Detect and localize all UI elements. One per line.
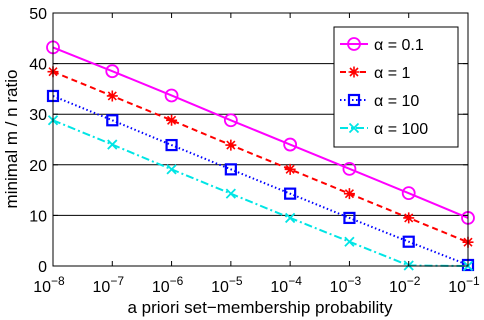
marker-square (402, 235, 415, 248)
data-point (225, 188, 236, 199)
axes: 0 10 20 30 40 50 10−8 10−7 10−6 10−5 10−4 10−3 10−2 1… (29, 6, 480, 296)
marker-star (225, 139, 237, 151)
marker-star (166, 114, 178, 126)
data-point (344, 236, 355, 247)
data-point (164, 88, 179, 103)
data-point (106, 90, 118, 102)
legend-marker (348, 122, 360, 134)
marker-circle (342, 161, 357, 176)
data-point (343, 188, 355, 200)
legend-item: α = 100 (340, 121, 428, 138)
marker-x (285, 212, 296, 224)
series-group (46, 40, 475, 272)
marker-star (106, 90, 118, 102)
legend-marker (347, 37, 361, 51)
data-point (283, 137, 298, 152)
data-point (401, 186, 416, 201)
series-line (52, 46, 469, 219)
data-point (284, 163, 296, 175)
y-tick-label: 0 (38, 259, 47, 276)
marker-circle (105, 64, 120, 79)
series-0 (46, 40, 475, 225)
legend-label: α = 100 (374, 121, 428, 138)
marker-circle (223, 113, 238, 128)
marker-x (225, 188, 236, 199)
legend-marker (348, 66, 360, 78)
data-point (165, 138, 178, 152)
data-point (285, 212, 296, 224)
data-point (106, 114, 119, 127)
marker-square (224, 163, 237, 176)
data-point (166, 164, 177, 175)
x-tick-label: 10−5 (211, 274, 243, 296)
marker-square (284, 187, 297, 200)
data-point (224, 163, 237, 176)
data-point (402, 235, 415, 248)
marker-x (107, 139, 118, 150)
y-tick-label: 20 (29, 158, 47, 175)
marker-square (343, 211, 356, 225)
marker-star (348, 66, 360, 78)
marker-x (344, 236, 355, 247)
x-tick-label: 10−2 (389, 274, 421, 296)
legend: α = 0.1 α = 1 α = 10 α = 100 (333, 26, 459, 148)
data-point (223, 113, 238, 128)
legend-item: α = 0.1 (340, 37, 424, 54)
marker-star (284, 163, 296, 175)
x-tick-label: 10−1 (448, 274, 480, 296)
series-line (52, 95, 469, 266)
x-tick-label: 10−7 (93, 274, 125, 296)
plot-frame (52, 12, 469, 267)
x-tick-label: 10−6 (152, 274, 184, 296)
marker-star (403, 212, 415, 224)
x-axis-label: a priori set−membership probability (127, 298, 393, 317)
y-tick-label: 10 (29, 208, 47, 225)
legend-label: α = 1 (374, 65, 410, 82)
y-tick-label: 40 (29, 57, 47, 74)
y-tick-label: 30 (29, 107, 47, 124)
marker-x (166, 164, 177, 175)
marker-square (165, 138, 178, 152)
data-point (284, 187, 297, 200)
legend-label: α = 0.1 (374, 37, 424, 54)
x-tick-label: 10−4 (270, 274, 302, 296)
series-3 (47, 115, 474, 272)
marker-circle (347, 37, 361, 51)
x-tick-label: 10−8 (33, 274, 65, 296)
marker-circle (283, 137, 298, 152)
legend-item: α = 10 (340, 93, 419, 110)
marker-circle (164, 88, 179, 103)
y-axis-label: minimal m / n ratio (2, 70, 21, 209)
legend-item: α = 1 (340, 65, 410, 82)
marker-square (347, 93, 361, 107)
data-point (166, 114, 178, 126)
legend-label: α = 10 (374, 93, 419, 110)
data-point (403, 212, 415, 224)
data-point (107, 139, 118, 150)
data-point (105, 64, 120, 79)
x-tick-label: 10−3 (330, 274, 362, 296)
data-point (343, 211, 356, 225)
marker-x (348, 122, 360, 134)
marker-circle (401, 186, 416, 201)
data-point (342, 161, 357, 176)
data-point (225, 139, 237, 151)
marker-square (106, 114, 119, 127)
marker-star (343, 188, 355, 200)
legend-marker (347, 93, 361, 107)
y-tick-label: 50 (29, 6, 47, 23)
series-line (52, 70, 469, 244)
series-line (52, 119, 469, 267)
